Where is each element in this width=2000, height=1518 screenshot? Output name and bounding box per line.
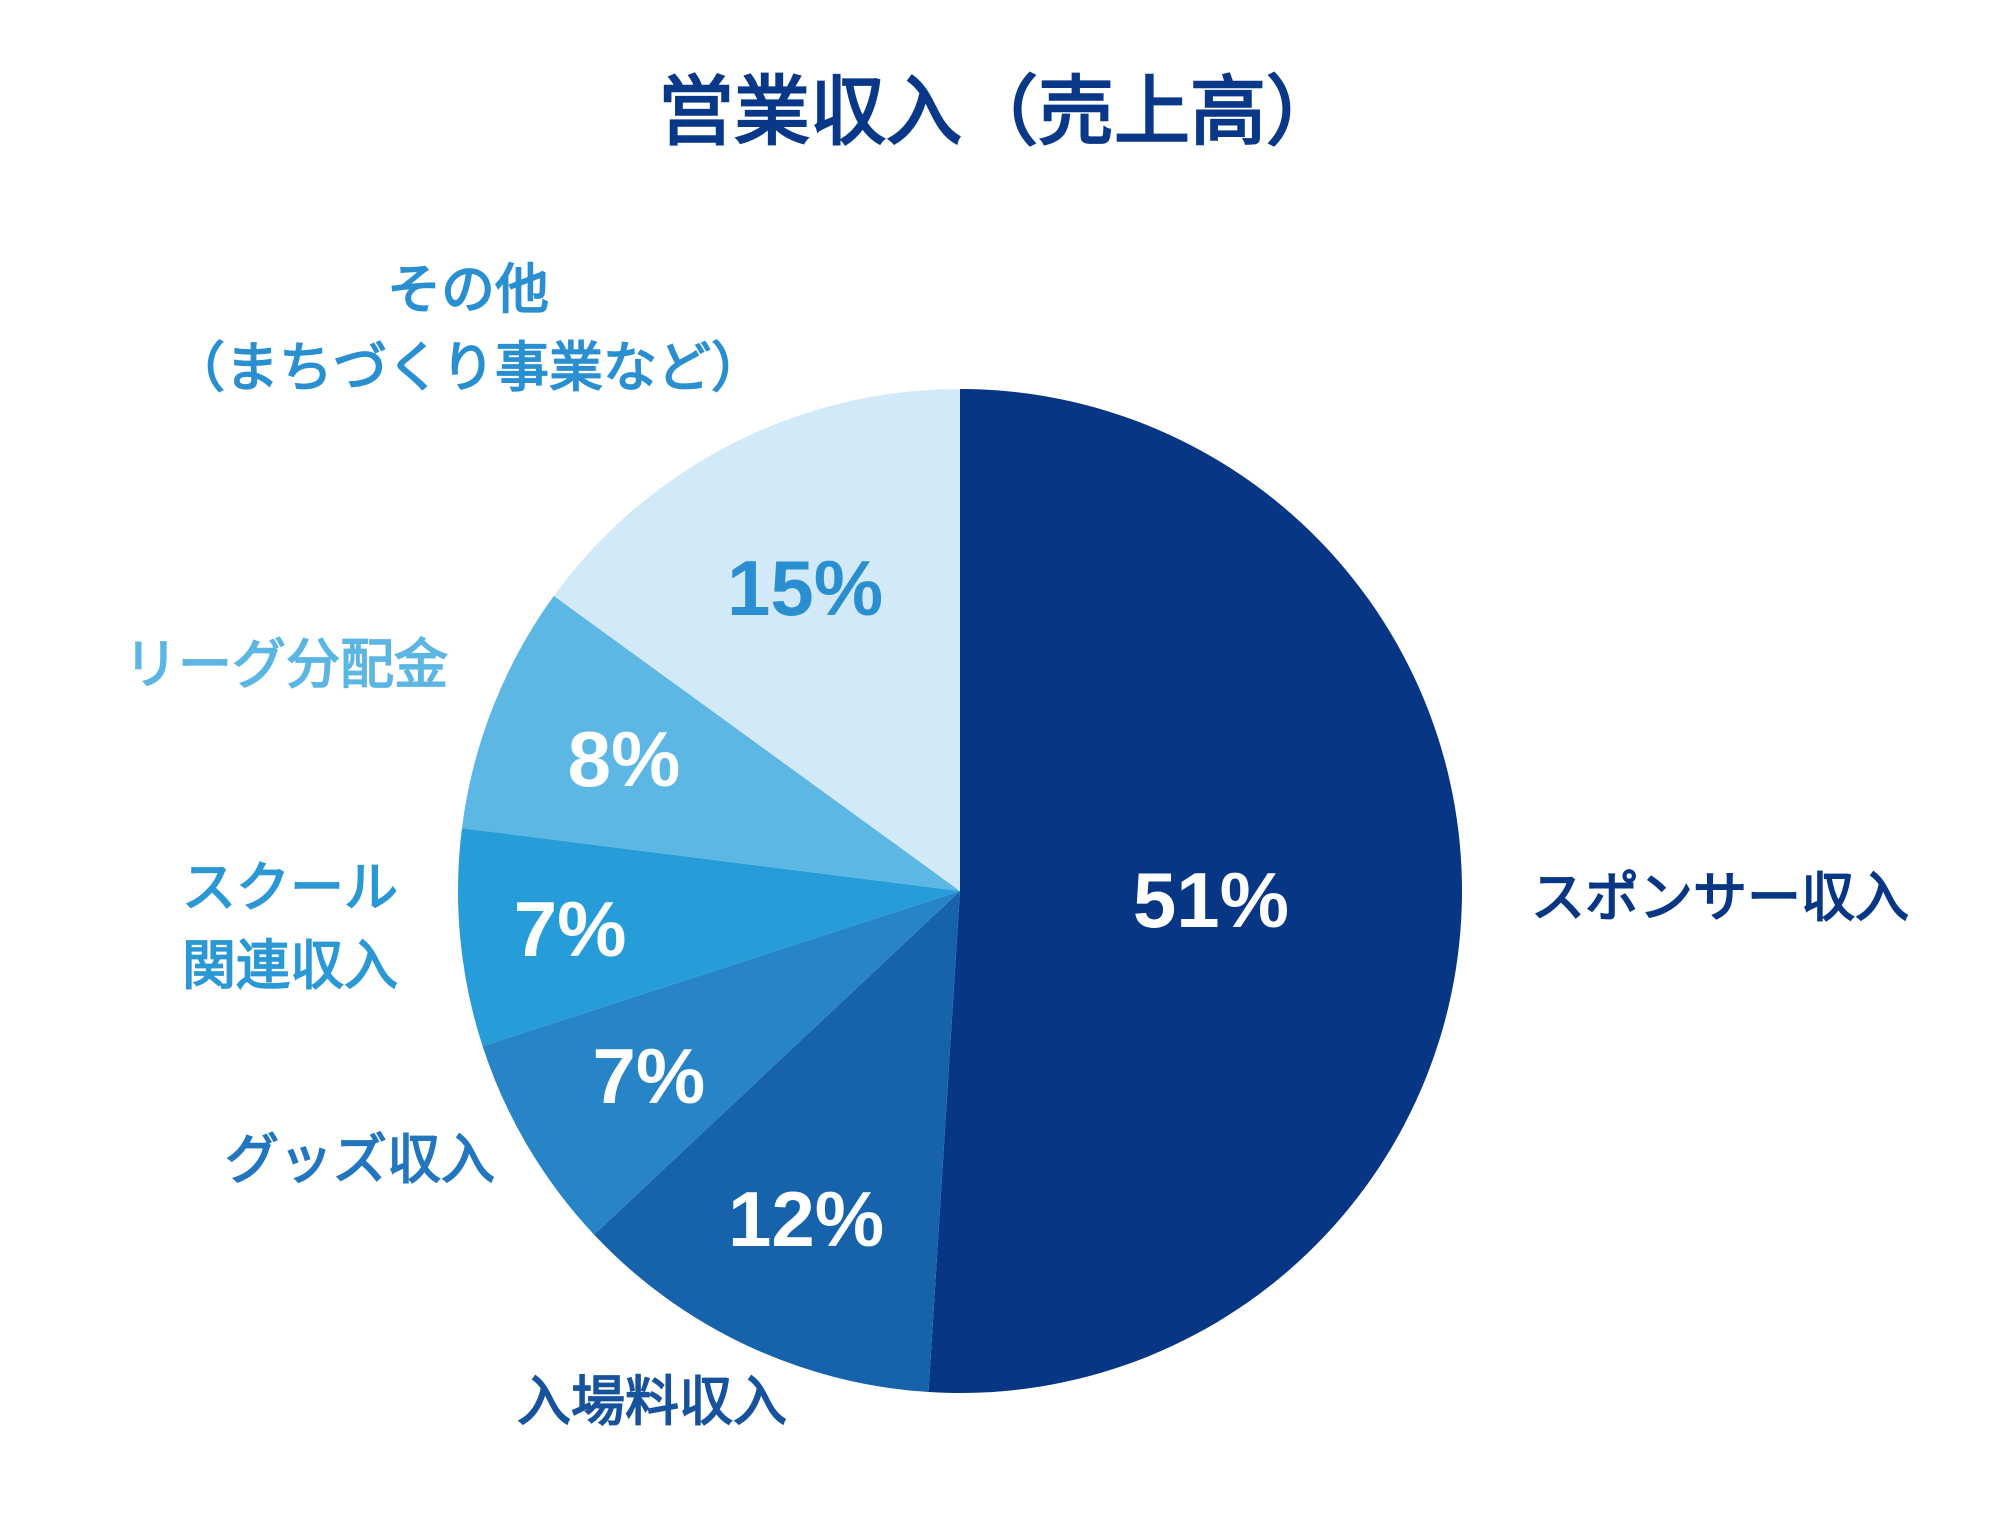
slice-value-label-1: 12% [728,1175,884,1263]
slice-category-label-4: リーグ分配金 [124,633,449,696]
slice-category-label-line: リーグ分配金 [124,633,449,696]
pie-slice-1 [594,891,960,1393]
slice-category-label-line: 入場料収入 [517,1370,787,1433]
slice-value-label-0: 51% [1133,856,1289,944]
slice-category-label-line: スポンサー収入 [1531,866,1909,929]
slice-category-label-line: その他 [387,258,549,321]
pie-slice-3 [457,828,960,1047]
pie-slice-5 [553,389,960,891]
pie-slice-4 [461,595,960,891]
slice-value-label-4: 8% [568,715,681,803]
slice-category-label-1: 入場料収入 [517,1370,787,1433]
slice-category-label-5: その他 （まちづくり事業など） [171,258,765,399]
slice-value-labels: 51%12%7%7%8%15% [514,544,1289,1263]
slice-category-label-line: 関連収入 [182,934,398,997]
slice-category-label-line: スクール [182,856,398,919]
pie-slice-2 [482,891,960,1235]
slice-category-label-line: （まちづくり事業など） [171,336,765,399]
pie-slice-0 [928,389,1462,1393]
slice-category-label-line: グッズ収入 [225,1128,495,1191]
slice-category-label-0: スポンサー収入 [1531,866,1909,929]
slice-value-label-2: 7% [593,1032,706,1120]
slice-category-label-2: グッズ収入 [225,1128,495,1191]
slice-value-label-3: 7% [514,885,627,973]
slice-value-label-5: 15% [727,544,883,632]
slice-category-label-3: スクール関連収入 [182,856,398,997]
pie-slices [457,389,1462,1393]
chart-title: 営業収入（売上高） [658,67,1342,156]
